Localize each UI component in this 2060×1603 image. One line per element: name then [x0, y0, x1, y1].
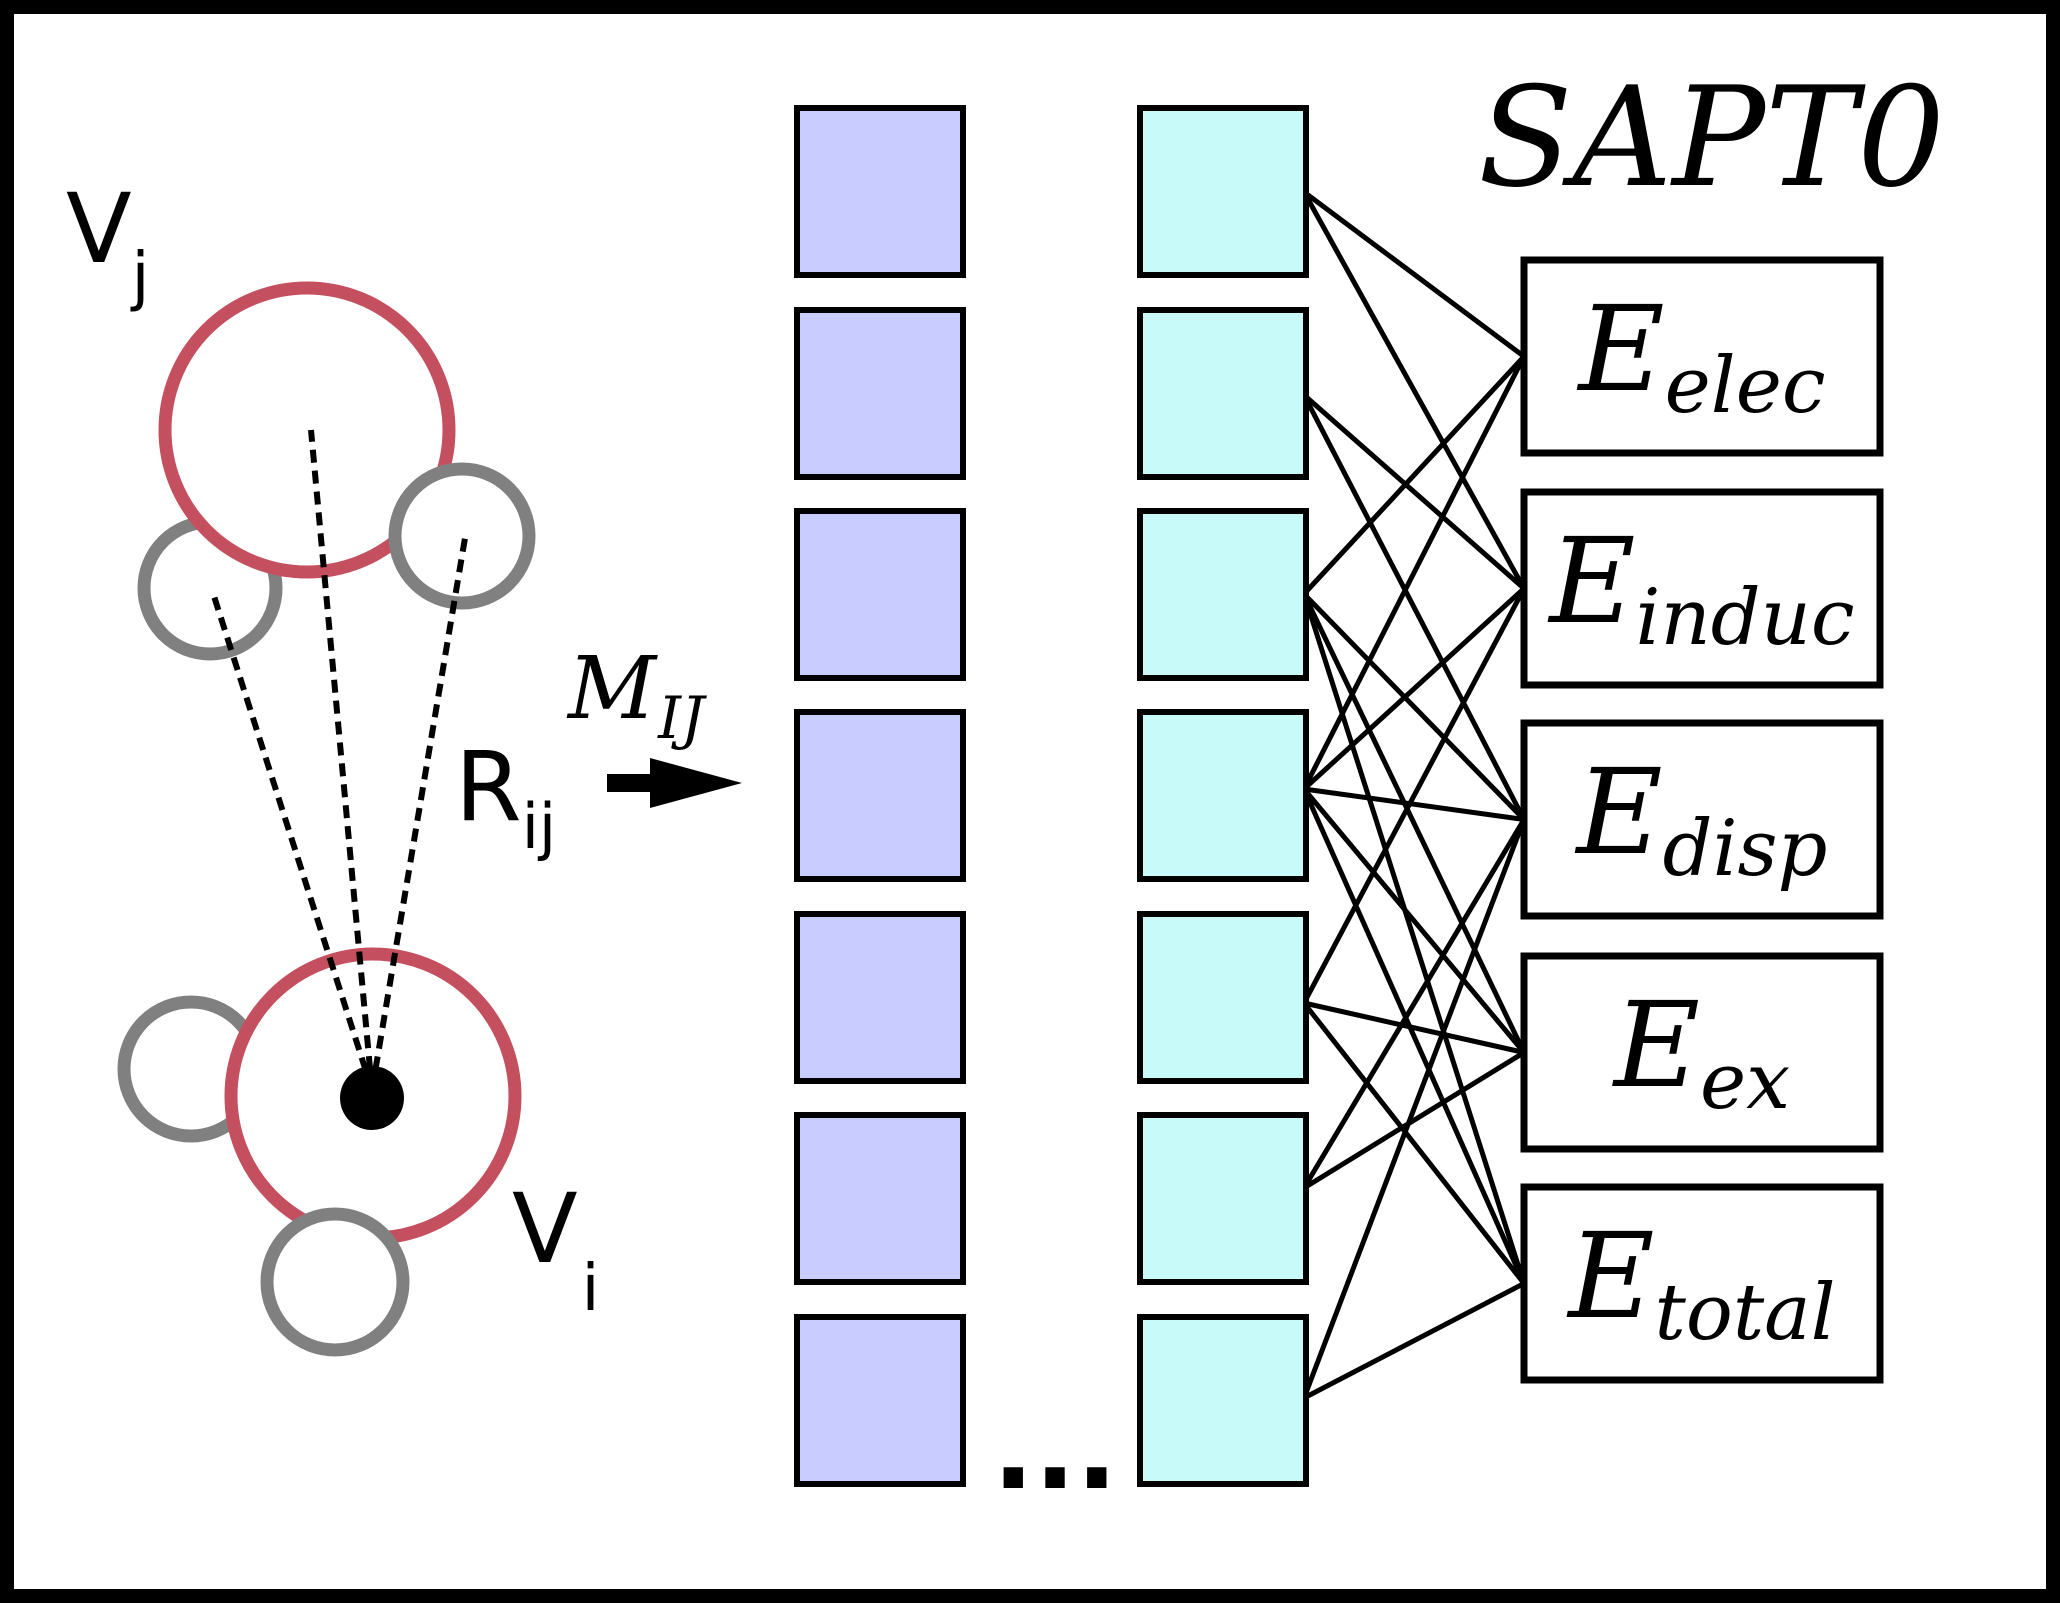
term-subscript: elec — [1665, 341, 1826, 431]
input-layer — [794, 105, 966, 1487]
sapt-term-label: Edisp — [1575, 743, 1828, 894]
arrow-head — [650, 758, 742, 808]
sapt-term-total: Etotal — [1520, 1183, 1884, 1384]
term-subscript: disp — [1663, 804, 1828, 894]
connection-line — [1301, 355, 1527, 791]
sapt-term-induc: Einduc — [1520, 488, 1884, 689]
distance-line — [369, 537, 468, 1091]
hidden-node — [1137, 508, 1309, 681]
rij-label: Rij — [455, 731, 556, 863]
hidden-layer — [1137, 105, 1309, 1487]
sapt-term-label: Eex — [1612, 976, 1790, 1127]
atom-i-small-bottom — [260, 1207, 410, 1357]
vj-label: Vj — [66, 173, 149, 314]
atom-i-center-dot — [340, 1066, 404, 1130]
output-box — [1520, 256, 1884, 457]
connection-line — [1302, 393, 1526, 591]
connection-line — [1302, 1050, 1526, 1191]
connection-line — [1301, 190, 1527, 590]
hidden-node — [1137, 105, 1309, 278]
ellipsis: ... — [992, 1386, 1117, 1514]
connection-line — [1301, 818, 1527, 1399]
atom-j-heavy — [158, 281, 456, 579]
distance-line — [308, 429, 375, 1091]
connection-line — [1301, 587, 1527, 1005]
term-subscript: induc — [1636, 573, 1855, 663]
term-subscript: ex — [1700, 1037, 1790, 1127]
vi-label: Vi — [512, 1173, 599, 1326]
hidden-node — [1137, 1112, 1309, 1285]
term-base: E — [1547, 512, 1635, 650]
input-node — [794, 709, 966, 882]
term-base: E — [1575, 743, 1663, 881]
matrix-label: MIJ — [566, 639, 707, 752]
sapt-term-label: Etotal — [1566, 1207, 1835, 1358]
sapt-term-elec: Eelec — [1520, 256, 1884, 457]
hidden-node — [1137, 911, 1309, 1084]
input-node — [794, 307, 966, 480]
hidden-node — [1137, 307, 1309, 480]
connection-line — [1303, 786, 1525, 822]
term-subscript: total — [1655, 1268, 1836, 1358]
hidden-node — [1137, 1314, 1309, 1487]
connection-line — [1302, 1281, 1526, 1401]
connection-line — [1303, 1000, 1525, 1055]
output-box — [1520, 488, 1884, 689]
input-node — [794, 105, 966, 278]
molecule-sketch: Vj Vi Rij — [66, 173, 599, 1357]
input-node — [794, 508, 966, 681]
sapt-term-disp: Edisp — [1520, 719, 1884, 920]
output-box — [1520, 719, 1884, 920]
distance-line — [209, 589, 375, 1091]
matrix-arrow-group: MIJ — [566, 639, 742, 808]
sapt-term-label: Eelec — [1576, 280, 1825, 431]
connection-line — [1302, 787, 1526, 1055]
connection-line — [1302, 586, 1526, 791]
term-base: E — [1576, 280, 1664, 418]
connection-line — [1302, 189, 1526, 359]
connection-line — [1301, 393, 1527, 821]
connection-line — [1302, 1001, 1526, 1286]
connection-line — [1301, 787, 1527, 1285]
connection-line — [1301, 818, 1527, 1190]
connection-line — [1302, 592, 1526, 822]
output-box — [1520, 1183, 1884, 1384]
connection-line — [1301, 593, 1527, 1285]
term-base: E — [1566, 1207, 1654, 1345]
input-node — [794, 1314, 966, 1487]
atom-j-small-right — [388, 462, 536, 610]
connections — [1301, 189, 1527, 1401]
input-node — [794, 1112, 966, 1285]
sapt-title: SAPT0 — [1478, 57, 1945, 218]
connection-line — [1301, 592, 1527, 1054]
term-base: E — [1612, 976, 1700, 1114]
sapt-term-label: Einduc — [1547, 512, 1854, 663]
connection-line — [1302, 354, 1526, 596]
hidden-node — [1137, 709, 1309, 882]
input-node — [794, 911, 966, 1084]
output-box — [1520, 952, 1884, 1153]
sapt-term-ex: Eex — [1520, 952, 1884, 1153]
